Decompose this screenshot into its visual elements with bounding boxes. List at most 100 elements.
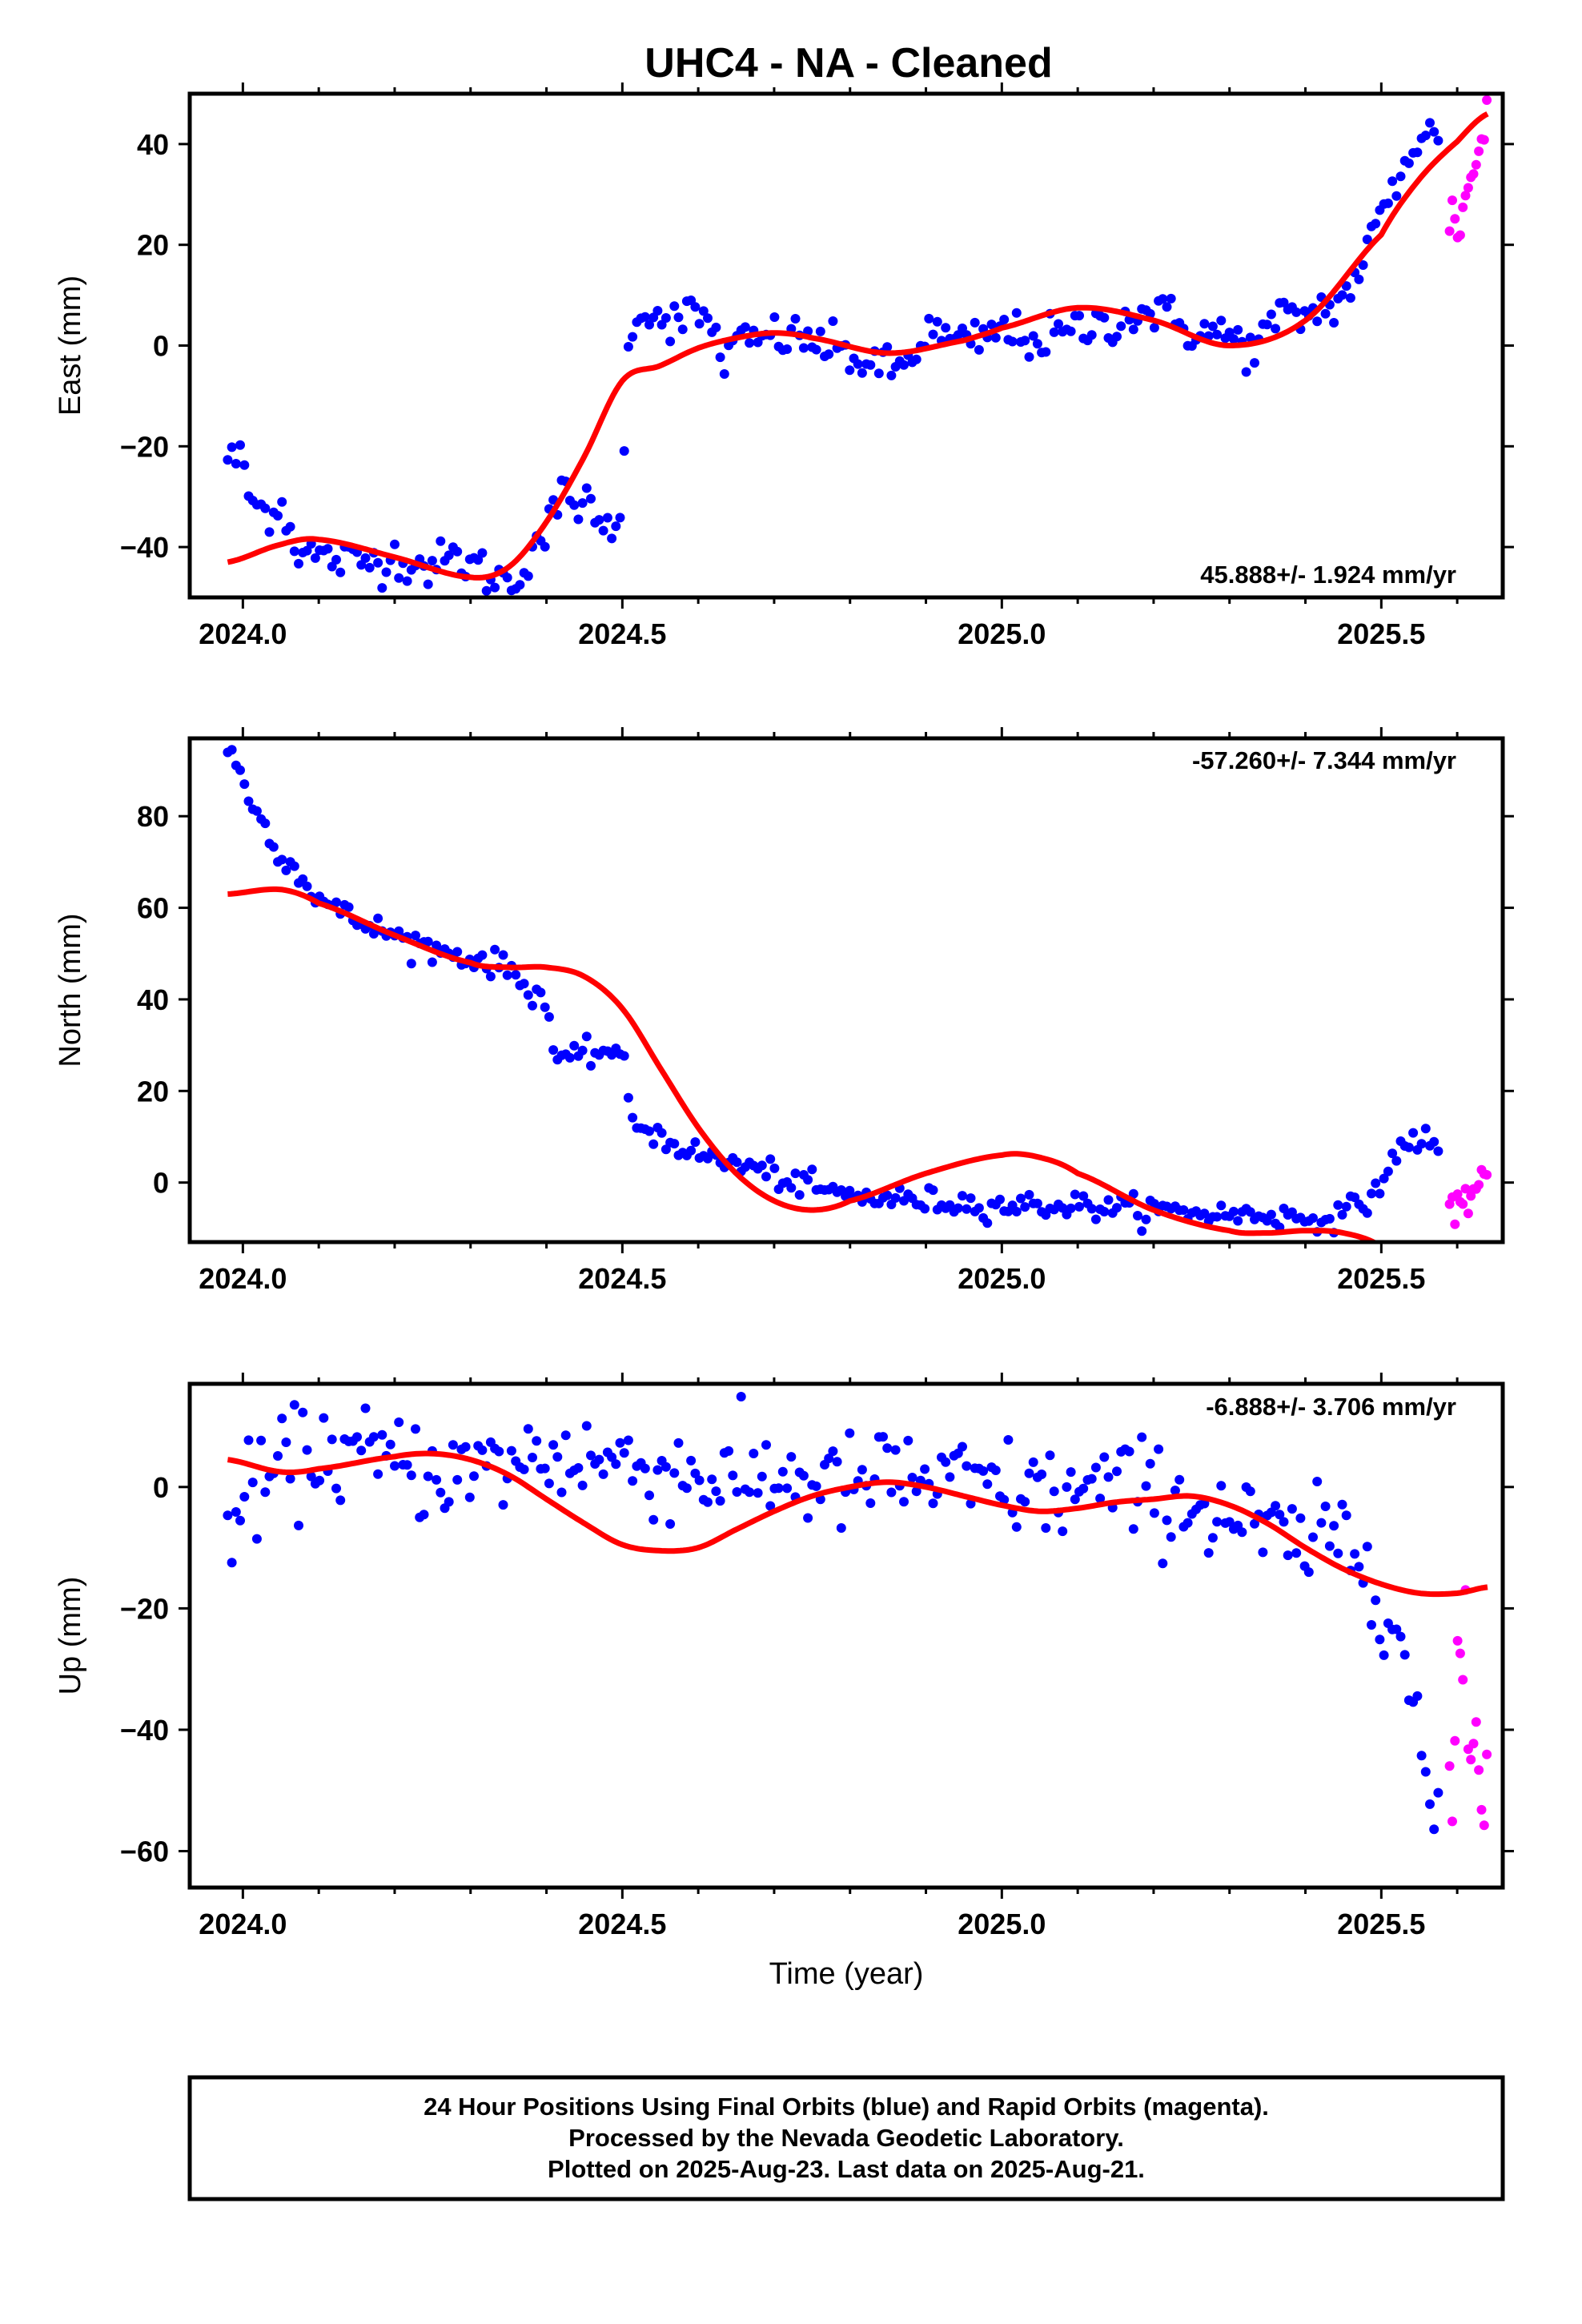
east-panel: 2024.0 2024.5 2025.0 2025.5 −40 −20 0 20 40 East … [54,82,1514,650]
up-final-point [1279,1517,1289,1527]
up-panel: 2024.0 2024.5 2025.0 2025.5 −60 −40 −20 0 Up (mm… [54,1373,1514,1991]
up-final-point [865,1498,876,1508]
up-final-point [607,1452,617,1462]
north-final-point [1341,1201,1351,1212]
up-final-point [523,1424,533,1434]
up-final-point [703,1497,713,1507]
north-final-point [1090,1214,1101,1224]
up-final-point [707,1474,717,1485]
north-final-point [648,1139,659,1149]
east-rapid-point [1482,95,1492,105]
north-final-point [490,944,500,955]
north-final-point [1383,1166,1393,1176]
up-rapid-point [1452,1635,1463,1646]
up-y-axis-label: Up (mm) [54,1577,87,1695]
north-final-point [1371,1178,1381,1188]
up-final-point [753,1488,763,1498]
north-final-point [703,1153,713,1164]
up-final-point [690,1468,701,1478]
up-final-point [452,1474,463,1485]
north-final-point [1408,1128,1419,1138]
up-final-point [777,1466,788,1477]
up-final-point [1416,1751,1427,1761]
east-final-point [1166,293,1176,304]
up-rapid-point [1479,1820,1489,1831]
up-final-point [251,1534,262,1544]
east-final-point [1391,191,1402,201]
east-final-point [882,342,893,352]
up-plot-area [223,1392,1492,1835]
up-final-point [694,1475,705,1486]
up-final-point [1371,1595,1381,1606]
north-final-point [1128,1188,1138,1199]
figure-title: UHC4 - NA - Cleaned [644,40,1052,86]
up-final-point [1028,1457,1038,1467]
north-y-tick-label: 0 [153,1167,169,1200]
east-final-point [1199,319,1210,329]
up-final-point [782,1483,793,1494]
east-final-point [581,483,592,493]
up-final-point [945,1472,955,1482]
up-final-point [1049,1486,1059,1497]
north-final-point [1099,1207,1110,1216]
up-x-tick-label: 2025.0 [958,1908,1046,1940]
east-final-point [394,573,404,583]
north-x-tick-label: 2024.5 [578,1262,666,1295]
up-final-point [882,1443,893,1454]
east-x-tick-label: 2024.0 [199,617,287,650]
up-x-tick-label: 2024.5 [578,1908,666,1940]
north-final-point [995,1194,1005,1204]
up-final-point [1045,1450,1055,1461]
north-panel: 2024.0 2024.5 2025.0 2025.5 0 20 40 60 80 North (… [54,727,1514,1295]
north-final-point [523,990,533,1000]
east-final-point [540,541,550,552]
east-final-point [611,521,621,532]
up-final-point [878,1432,888,1442]
up-final-point [1086,1474,1097,1484]
north-final-point [268,842,279,852]
east-final-point [1112,332,1122,342]
up-final-point [315,1475,325,1486]
up-final-point [436,1487,446,1498]
east-final-point [1207,321,1218,332]
east-final-point [381,567,391,577]
north-final-point [423,936,433,947]
east-final-point [719,369,729,379]
east-final-point [1233,324,1243,335]
east-final-point [1020,336,1030,346]
north-final-point [1350,1192,1360,1203]
east-final-point [694,319,705,329]
north-final-point [1032,1198,1042,1208]
up-final-point [928,1498,938,1509]
up-final-point [1141,1481,1151,1491]
east-final-point [586,493,596,504]
east-final-point [745,338,755,348]
north-final-point [619,1051,629,1061]
east-final-point [473,555,484,565]
up-final-point [239,1492,250,1502]
up-final-point [903,1435,913,1445]
east-final-point [277,497,287,507]
east-final-point [661,313,671,323]
east-final-point [941,323,951,333]
east-final-point [607,533,617,544]
up-final-point [1011,1522,1022,1532]
east-final-point [1128,324,1138,335]
north-final-point [669,1139,680,1149]
up-final-point [811,1481,821,1491]
north-final-point [1416,1139,1427,1149]
up-final-point [728,1470,738,1481]
north-rapid-point [1452,1189,1463,1200]
up-final-point [298,1407,308,1417]
north-final-point [528,1000,537,1011]
up-final-point [798,1470,809,1481]
east-final-point [602,513,612,523]
north-final-point [1362,1208,1372,1218]
up-final-point [786,1452,797,1462]
up-final-point [1354,1562,1364,1572]
north-final-point [260,818,271,829]
north-final-point [1074,1201,1084,1212]
east-rate-label: 45.888+/- 1.924 mm/yr [1200,561,1456,589]
north-final-point [1141,1214,1151,1224]
up-final-point [581,1421,592,1431]
